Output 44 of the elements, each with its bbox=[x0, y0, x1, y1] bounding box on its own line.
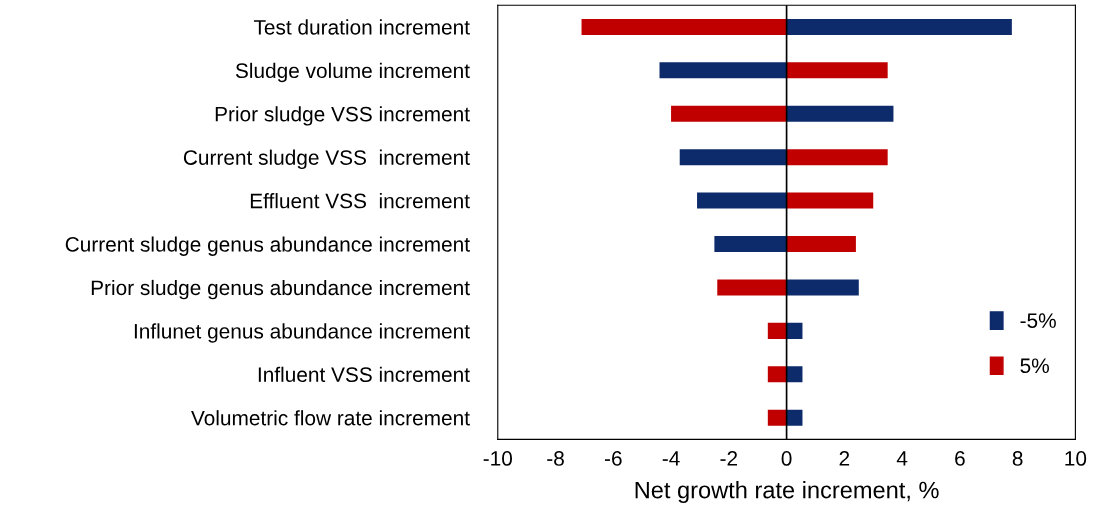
bar bbox=[786, 322, 803, 339]
bar bbox=[786, 366, 803, 383]
y-tick-label: Current sludge genus abundance increment bbox=[65, 236, 470, 256]
x-tick-label: 4 bbox=[896, 451, 908, 466]
x-tick-label: 10 bbox=[1065, 451, 1087, 466]
bar bbox=[717, 279, 787, 296]
x-tick-label: 8 bbox=[1012, 451, 1023, 466]
x-tick-label: -10 bbox=[483, 451, 513, 466]
legend-label: 5% bbox=[1020, 358, 1049, 374]
y-tick-label: Prior sludge VSS increment bbox=[215, 106, 470, 126]
y-tick-label: Effluent VSS increment bbox=[250, 193, 470, 209]
bar bbox=[679, 149, 787, 166]
x-tick-label: 0 bbox=[781, 451, 792, 466]
y-tick-label: Influnet genus abundance increment bbox=[134, 323, 470, 343]
bar bbox=[786, 105, 894, 122]
bar bbox=[786, 235, 856, 253]
x-tick-label: -4 bbox=[662, 451, 680, 466]
x-tick-label: -8 bbox=[547, 451, 564, 466]
bar bbox=[671, 105, 787, 122]
x-axis-title: Net growth rate increment, % bbox=[635, 481, 939, 504]
bar bbox=[786, 18, 1012, 35]
x-tick-label: 2 bbox=[839, 451, 850, 466]
bar bbox=[786, 409, 803, 426]
x-tick-label: -6 bbox=[604, 451, 622, 466]
y-tick-label: Volumetric flow rate increment bbox=[191, 410, 470, 426]
bar bbox=[697, 192, 787, 209]
bar bbox=[767, 322, 787, 339]
bar bbox=[786, 192, 874, 209]
y-tick-label: Influent VSS increment bbox=[258, 366, 470, 383]
bar bbox=[659, 62, 787, 79]
y-tick-label: Test duration increment bbox=[253, 19, 470, 35]
bar bbox=[786, 62, 888, 79]
bar bbox=[581, 18, 787, 35]
x-tick-label: -2 bbox=[720, 451, 738, 466]
bar bbox=[767, 366, 787, 383]
bar bbox=[786, 279, 859, 296]
x-tick-label: 6 bbox=[955, 451, 965, 466]
bar bbox=[767, 409, 787, 426]
y-tick-label: Sludge volume increment bbox=[235, 62, 470, 83]
bar bbox=[714, 235, 787, 253]
y-tick-label: Current sludge VSS increment bbox=[183, 149, 470, 170]
y-tick-label: Prior sludge genus abundance increment bbox=[91, 279, 470, 300]
bar bbox=[786, 149, 888, 166]
legend-label: -5% bbox=[1020, 313, 1056, 328]
